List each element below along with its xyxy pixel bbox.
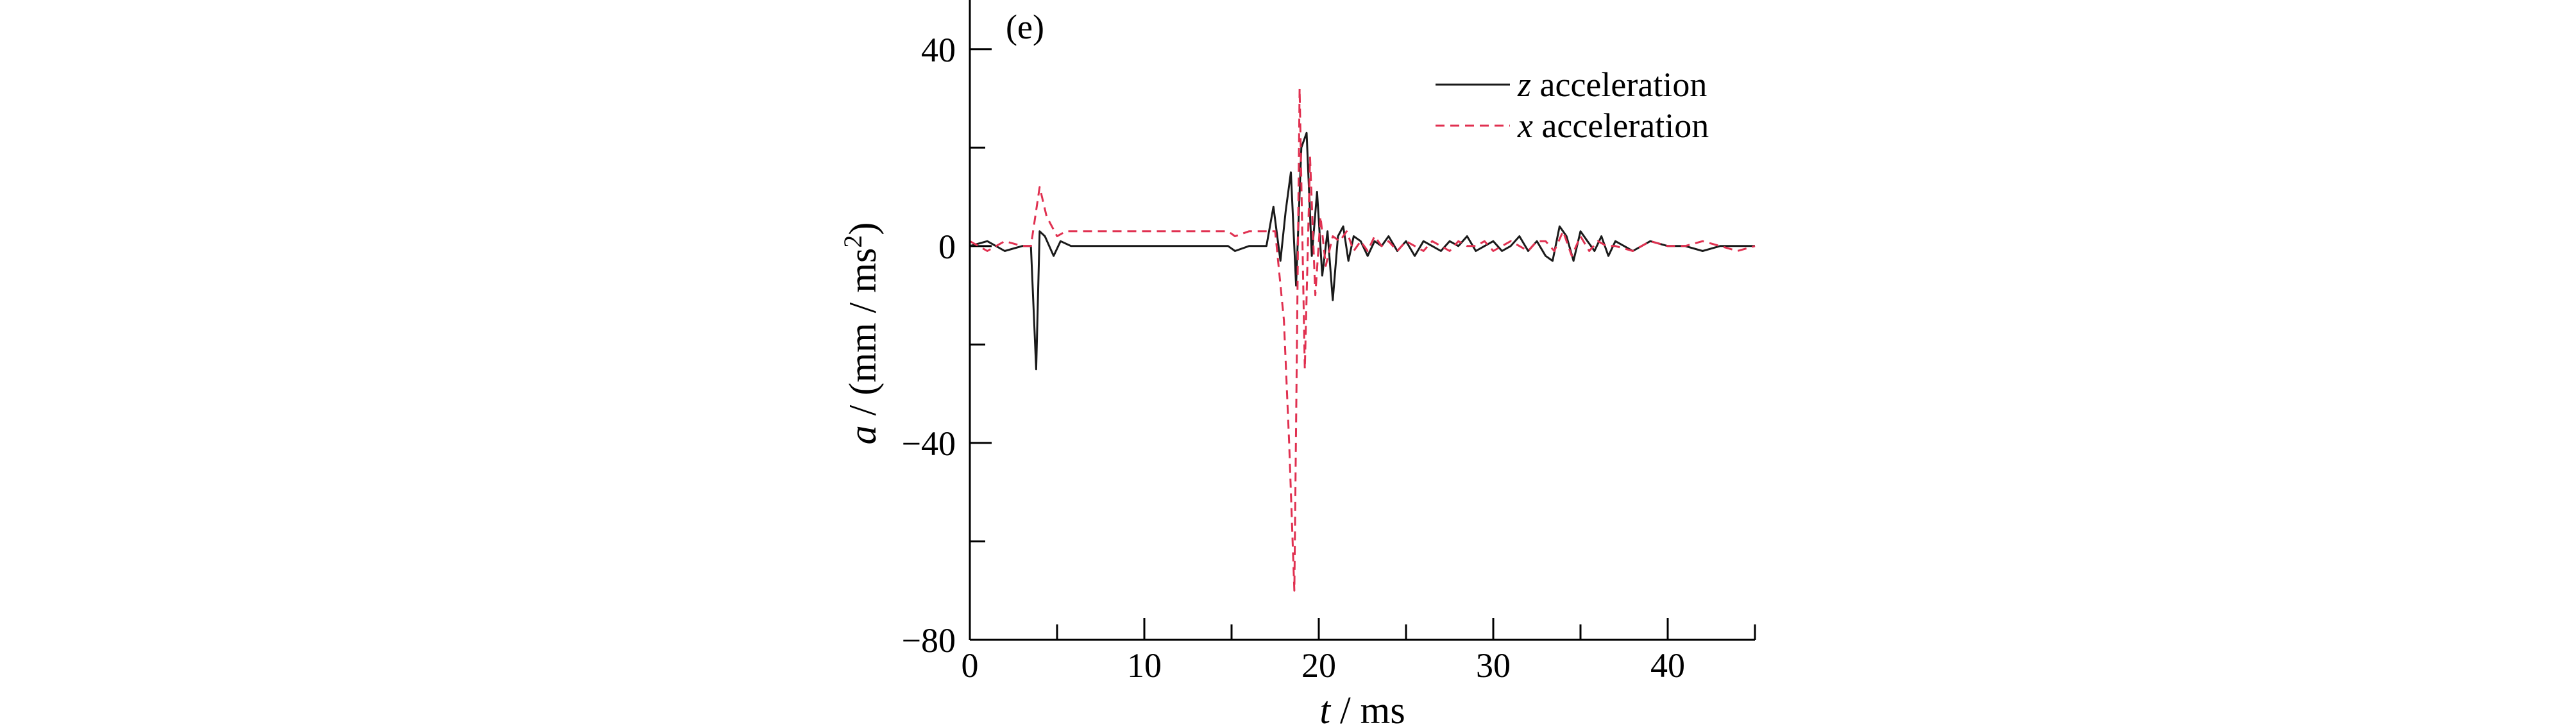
y-axis-var: a [842,425,884,444]
x-tick-label: 0 [962,646,979,685]
x-tick-label: 30 [1476,646,1511,685]
legend-label-x: x acceleration [1517,106,1709,145]
x-axis-unit: ms [1360,689,1405,727]
legend-label-z: z acceleration [1517,65,1707,104]
x-tick-label: 40 [1650,646,1685,685]
legend: z acceleration x acceleration [1436,65,1709,145]
x-tick-label: 20 [1301,646,1336,685]
legend-entry-z: z acceleration [1436,65,1707,104]
x-axis-title: t / ms [1319,689,1405,727]
y-tick-label: −80 [902,621,956,660]
legend-entry-x: x acceleration [1436,106,1709,145]
series-line-z [969,131,1755,371]
series-line-x [969,87,1756,592]
x-tick-label: 10 [1127,646,1162,685]
ticks-layer: 0 10 20 30 40 −80 −40 0 40 [902,31,1756,685]
y-axis-unit-sup: 2 [838,235,867,248]
y-tick-label: 0 [938,228,956,266]
y-axis-title: a / (mm / ms2) [838,222,884,445]
x-axis-var: t [1319,689,1331,727]
y-axis-unit: mm / ms [842,248,884,383]
panel-label: (e) [1006,8,1044,46]
y-tick-label: 40 [921,31,956,69]
series-layer [969,87,1756,592]
y-tick-label: −40 [902,424,956,463]
